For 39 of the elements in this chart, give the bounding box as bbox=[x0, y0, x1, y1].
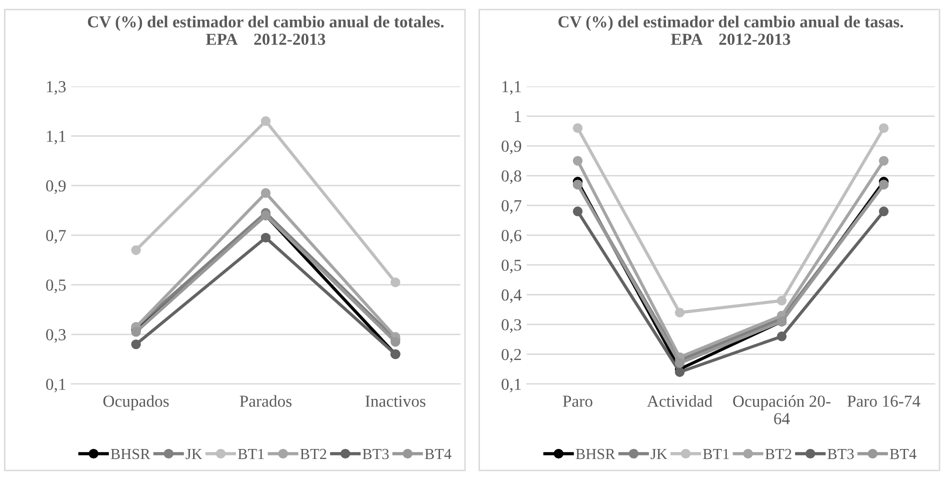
x-tick-label: Inactivos bbox=[365, 396, 426, 407]
legend-label: BT4 bbox=[890, 448, 916, 460]
y-tick-label: 0,6 bbox=[502, 230, 522, 244]
legend-label: JK bbox=[186, 449, 202, 460]
x-tick-label: Paro 16-74 bbox=[847, 396, 920, 407]
y-tick-label: 1 bbox=[514, 110, 521, 122]
y-tick-label: 1,3 bbox=[46, 81, 66, 95]
y-tick-label: 0,2 bbox=[502, 348, 521, 363]
legend-label: BHSR bbox=[110, 448, 150, 460]
y-tick-label: 0,5 bbox=[46, 280, 66, 294]
x-tick-label: Parados bbox=[240, 395, 292, 407]
y-tick-label: 0,1 bbox=[502, 378, 521, 392]
legend-label: BHSR bbox=[576, 448, 616, 460]
chart-title: CV (%) del estimador del cambio anual de totales. EPA 2012-2013 bbox=[88, 16, 444, 45]
y-tick-label: 0,3 bbox=[502, 319, 522, 333]
y-tick-label: 0,9 bbox=[502, 140, 522, 154]
y-tick-label: 1,1 bbox=[502, 81, 521, 95]
legend-label: BT1 bbox=[238, 448, 264, 460]
legend-label: BT2 bbox=[300, 448, 326, 460]
y-tick-label: 0,9 bbox=[46, 180, 66, 194]
x-tick-label: Ocupados bbox=[103, 395, 169, 410]
y-tick-label: 0,5 bbox=[502, 260, 522, 274]
y-tick-label: 0,8 bbox=[502, 170, 522, 184]
y-tick-label: 0,1 bbox=[46, 378, 66, 392]
legend-label: BT4 bbox=[424, 448, 452, 460]
y-tick-label: 0,7 bbox=[502, 200, 522, 214]
x-tick-label: Actividad bbox=[647, 395, 712, 407]
x-tick-label: Ocupación 20- 64 bbox=[733, 395, 830, 424]
y-tick-label: 1,1 bbox=[46, 130, 66, 144]
y-tick-label: 0,3 bbox=[46, 329, 66, 343]
x-tick-label: Paro bbox=[562, 396, 592, 407]
legend-label: BT3 bbox=[828, 448, 854, 460]
y-tick-label: 0,4 bbox=[502, 289, 522, 304]
legend-label: BT3 bbox=[362, 448, 389, 460]
chart-title: CV (%) del estimador del cambio anual de tasas. EPA 2012-2013 bbox=[558, 16, 904, 45]
legend-label: JK bbox=[650, 449, 668, 460]
y-tick-label: 0,7 bbox=[46, 230, 66, 244]
legend-label: BT2 bbox=[765, 448, 792, 460]
legend-label: BT1 bbox=[703, 448, 729, 460]
